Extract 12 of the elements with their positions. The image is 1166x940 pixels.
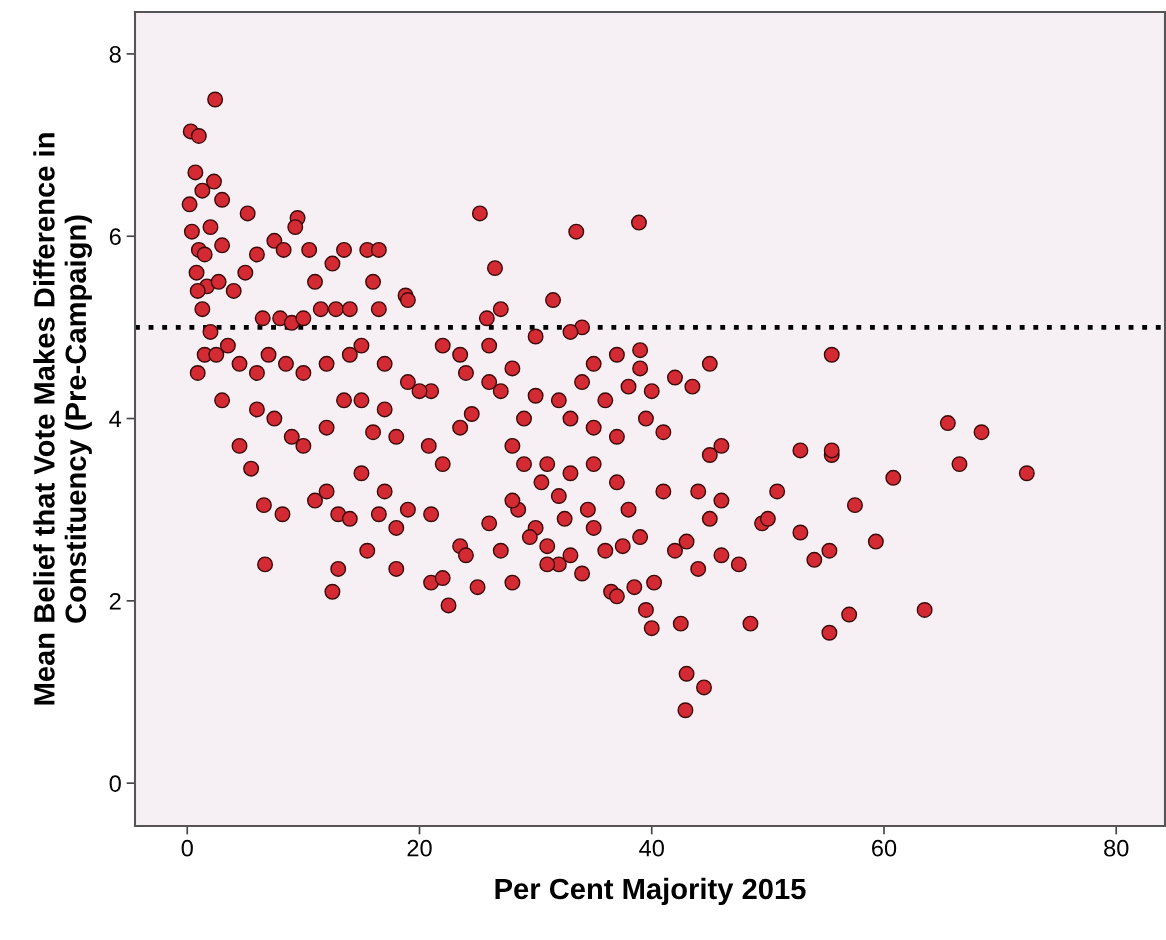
y-tick-label: 8	[109, 46, 121, 63]
y-tick-label: 2	[109, 592, 121, 610]
x-axis-title: Per Cent Majority 2015	[495, 877, 806, 906]
x-tick-label: 0	[181, 839, 193, 857]
y-tick-label: 4	[109, 410, 122, 428]
y-tick-label: 0	[109, 775, 121, 792]
y-tick-label: 6	[109, 228, 121, 246]
y-axis-title: Mean Belief that Vote Makes Difference in Constituency (Pre-Campaign)	[33, 133, 93, 705]
x-tick-label: 20	[407, 839, 432, 857]
x-tick-label: 60	[872, 839, 897, 857]
x-tick-label: 80	[1104, 839, 1129, 857]
x-tick-label: 40	[639, 839, 664, 857]
